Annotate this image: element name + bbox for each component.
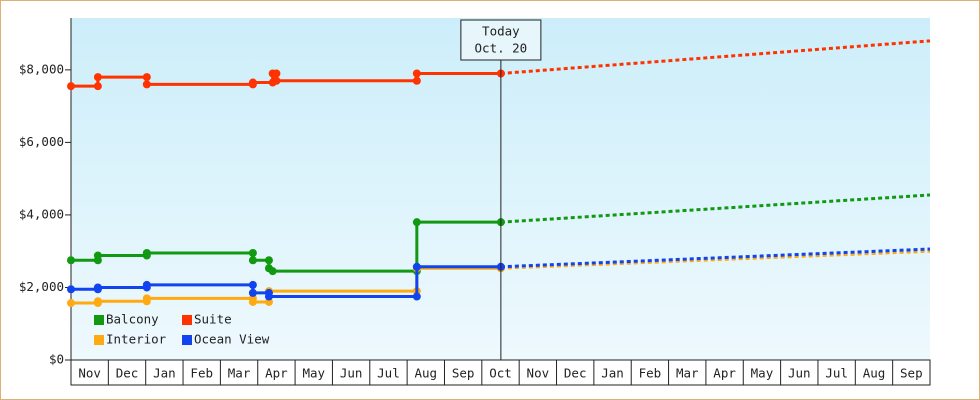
point — [67, 285, 75, 294]
point — [142, 249, 151, 258]
x-tick-label: Feb — [639, 366, 662, 381]
point — [142, 80, 151, 89]
x-tick-label: Aug — [863, 366, 886, 381]
legend-swatch — [94, 315, 104, 325]
today-box — [460, 19, 542, 61]
point — [142, 73, 151, 82]
point — [67, 82, 75, 91]
x-tick-label: Mar — [228, 366, 251, 381]
point — [248, 297, 257, 306]
x-tick-label: Jul — [377, 366, 400, 381]
x-tick-label: Jan — [601, 366, 624, 381]
y-tick-label: $4,000 — [19, 206, 64, 221]
point — [67, 299, 75, 308]
point — [93, 297, 102, 306]
x-tick-label: Mar — [676, 366, 699, 381]
x-tick-label: Jun — [340, 366, 363, 381]
point — [248, 288, 257, 297]
x-tick-label: Feb — [190, 366, 213, 381]
point — [93, 251, 102, 260]
forecast-line — [500, 249, 931, 270]
x-tick-label: Apr — [265, 366, 288, 381]
x-tick-label: Jul — [825, 366, 848, 381]
x-tick-label: Oct — [489, 366, 512, 381]
legend-swatch — [182, 335, 192, 345]
point — [412, 218, 421, 227]
legend-label: Interior — [106, 332, 167, 347]
y-tick-label: $8,000 — [19, 61, 64, 76]
x-tick-label: Sep — [900, 366, 923, 381]
forecast-line — [500, 39, 931, 75]
x-tick-label: Sep — [452, 366, 475, 381]
x-tick-label: Jun — [788, 366, 811, 381]
legend-swatch — [94, 335, 104, 345]
point — [272, 76, 281, 85]
forecast-line — [500, 193, 931, 224]
today-label: Oct. 20 — [475, 41, 528, 56]
point — [412, 262, 421, 271]
legend-label: Balcony — [106, 312, 159, 327]
point — [93, 82, 102, 91]
x-tick-label: Aug — [415, 366, 438, 381]
x-tick-label: Nov — [78, 366, 101, 381]
point — [264, 292, 273, 301]
point — [272, 69, 281, 78]
point — [412, 292, 421, 301]
point — [412, 76, 421, 85]
legend-swatch — [182, 315, 192, 325]
x-tick-label: Nov — [527, 366, 550, 381]
point — [412, 69, 421, 78]
x-tick-label: Dec — [564, 366, 587, 381]
legend-label: Ocean View — [194, 332, 270, 347]
point — [248, 280, 257, 289]
price-line — [71, 71, 501, 88]
forecast-line — [500, 247, 931, 269]
point — [67, 256, 75, 265]
point — [142, 294, 151, 303]
point — [264, 256, 273, 265]
y-tick-label: $0 — [49, 352, 64, 367]
point — [268, 267, 277, 276]
point — [142, 280, 151, 289]
y-tick-label: $6,000 — [19, 134, 64, 149]
point — [93, 73, 102, 82]
x-tick-label: Jan — [153, 366, 176, 381]
x-tick-label: May — [302, 366, 325, 381]
today-label: Today — [482, 24, 520, 39]
x-tick-label: May — [751, 366, 774, 381]
x-tick-label: Apr — [713, 366, 736, 381]
point — [248, 78, 257, 87]
x-tick-label: Dec — [116, 366, 139, 381]
point — [248, 256, 257, 265]
point — [248, 249, 257, 258]
legend-label: Suite — [194, 312, 232, 327]
point — [93, 283, 102, 292]
y-tick-label: $2,000 — [19, 279, 64, 294]
